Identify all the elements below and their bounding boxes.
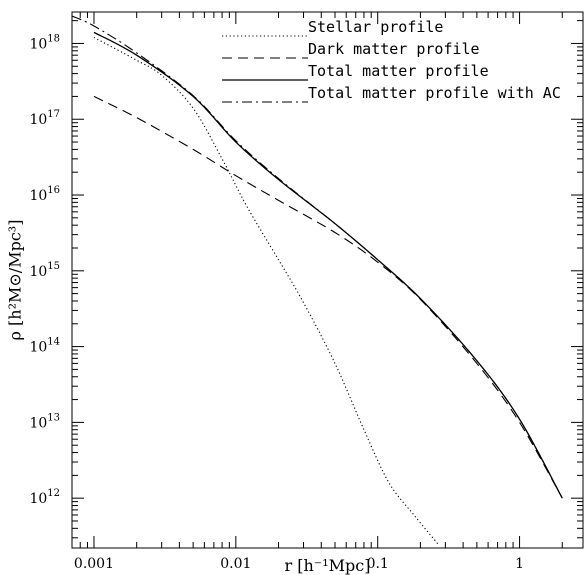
y-tick-label: 1018 — [29, 33, 60, 52]
legend-label-2: Dark matter profile — [308, 40, 480, 58]
x-axis-label: r [h⁻¹Mpc] — [285, 556, 371, 575]
y-axis-label: ρ [h²M⊙/Mpc³] — [6, 220, 25, 341]
tick-label-layer: 0.001 0.01 0.1 1 1012 1013 1014 1015 1016 1017 101… — [29, 33, 524, 572]
x-tick-label: 0.01 — [220, 556, 251, 572]
legend-label-1: Stellar profile — [308, 18, 443, 36]
y-tick-label: 1015 — [29, 261, 60, 280]
x-tick-label: 0.1 — [367, 556, 389, 572]
y-tick-label: 1014 — [29, 337, 60, 356]
legend: Stellar profile Dark matter profile Total … — [222, 18, 561, 103]
y-tick-label: 1016 — [29, 185, 60, 204]
y-tick-label: 1012 — [29, 488, 60, 507]
series-line-3 — [93, 31, 563, 499]
y-tick-label: 1013 — [29, 412, 60, 431]
plot-frame — [71, 11, 584, 549]
x-tick-label: 1 — [515, 556, 524, 572]
x-tick-label: 0.001 — [74, 556, 114, 572]
legend-label-3: Total matter profile — [308, 62, 489, 80]
series-line-4 — [72, 15, 563, 499]
legend-label-4: Total matter profile with AC — [308, 84, 561, 102]
series-line-1 — [93, 36, 440, 546]
y-tick-label: 1017 — [29, 109, 60, 128]
ticks-layer — [71, 12, 583, 548]
series-line-2 — [93, 95, 563, 499]
series-layer — [72, 15, 563, 546]
